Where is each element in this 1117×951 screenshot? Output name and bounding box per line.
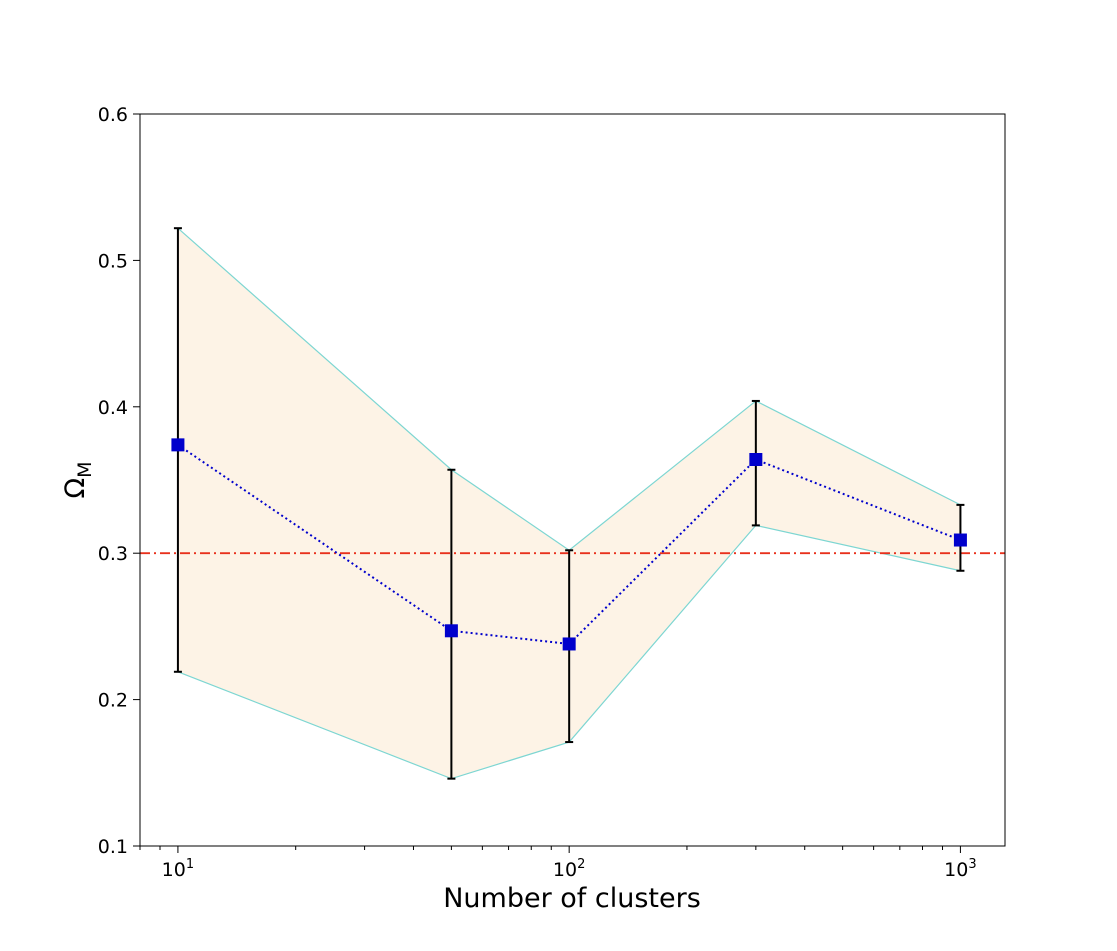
y-tick-label: 0.4 bbox=[98, 397, 128, 419]
x-tick-label: 103 bbox=[944, 857, 976, 881]
data-point bbox=[171, 438, 185, 452]
data-point bbox=[953, 533, 967, 547]
y-axis-label: ΩM bbox=[60, 461, 96, 498]
plot-frame bbox=[139, 113, 1006, 847]
y-tick-label: 0.3 bbox=[98, 543, 128, 565]
band-fill bbox=[177, 228, 961, 779]
x-tick-base: 10 bbox=[553, 859, 577, 881]
x-tick-label: 102 bbox=[553, 857, 585, 881]
x-tick-label: 101 bbox=[162, 857, 194, 881]
y-tick-label: 0.5 bbox=[98, 250, 128, 272]
x-tick-exponent: 3 bbox=[968, 857, 976, 872]
x-tick-base: 10 bbox=[162, 859, 186, 881]
data-point bbox=[749, 453, 763, 467]
x-tick-base: 10 bbox=[944, 859, 968, 881]
x-axis-ticks: 101 102 103 bbox=[139, 846, 977, 881]
series-line bbox=[177, 444, 961, 646]
y-tick-label: 0.6 bbox=[98, 104, 128, 126]
x-tick-exponent: 2 bbox=[577, 857, 585, 872]
y-axis-label-main: Ω bbox=[60, 478, 91, 499]
series-line-group bbox=[177, 444, 961, 646]
y-axis-label-subscript: M bbox=[74, 461, 96, 477]
data-point bbox=[562, 637, 576, 651]
data-point bbox=[444, 624, 458, 638]
y-tick-label: 0.1 bbox=[98, 836, 128, 858]
marker-group bbox=[171, 438, 967, 651]
x-tick-exponent: 1 bbox=[186, 857, 194, 872]
x-axis-label: Number of clusters bbox=[443, 883, 701, 914]
y-axis-ticks: 0.1 0.2 0.3 0.4 0.5 0.6 bbox=[98, 104, 140, 858]
y-tick-label: 0.2 bbox=[98, 690, 128, 712]
